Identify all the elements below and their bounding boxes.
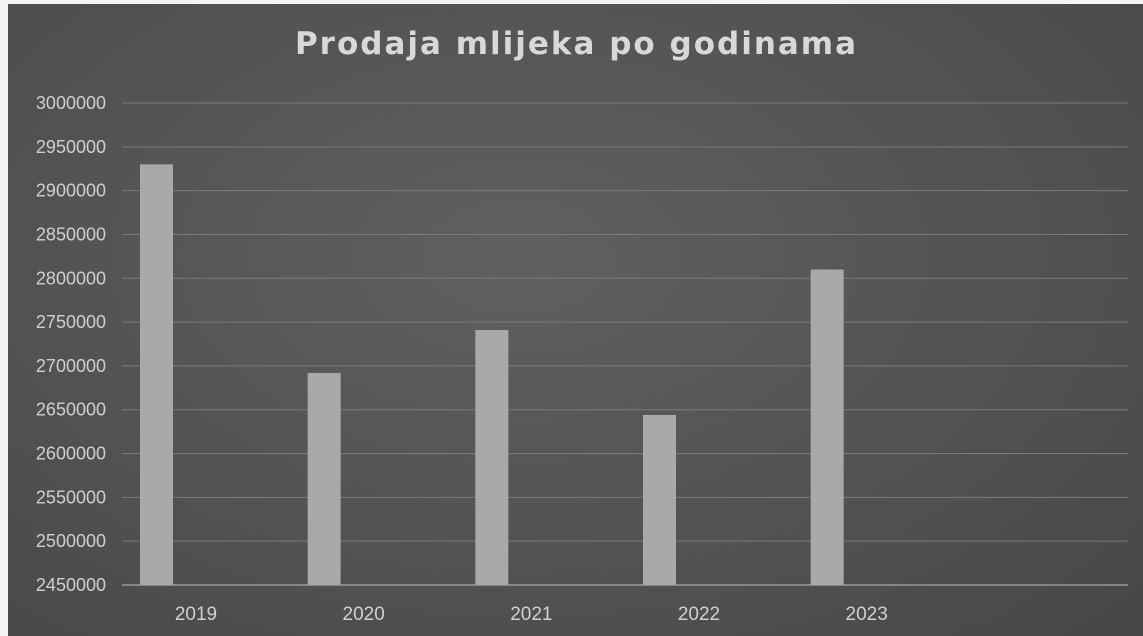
bar-2020 bbox=[307, 372, 341, 585]
chart-area bbox=[8, 4, 1143, 636]
y-tick-label: 2750000 bbox=[36, 312, 106, 332]
gridlines bbox=[122, 102, 1128, 586]
y-tick-label: 2900000 bbox=[36, 181, 106, 201]
y-tick-label: 2650000 bbox=[36, 400, 106, 420]
bar-2021 bbox=[475, 329, 509, 585]
x-tick-label: 2023 bbox=[846, 604, 888, 625]
x-tick-label: 2020 bbox=[343, 604, 385, 625]
x-tick-label: 2019 bbox=[175, 604, 217, 625]
y-tick-label: 2550000 bbox=[36, 487, 106, 507]
bars bbox=[140, 164, 844, 585]
x-axis-ticks: 2019 2020 2021 2022 2023 bbox=[175, 604, 888, 625]
y-tick-label: 2450000 bbox=[36, 575, 106, 595]
chart-title: Prodaja mlijeka po godinama bbox=[294, 26, 859, 62]
y-tick-label: 3000000 bbox=[36, 93, 106, 113]
y-tick-label: 2700000 bbox=[36, 356, 106, 376]
x-tick-label: 2022 bbox=[678, 604, 720, 625]
bar-2019 bbox=[140, 164, 173, 585]
y-axis-ticks: 3000000 2950000 2900000 2850000 2800000 27500… bbox=[36, 93, 106, 595]
y-tick-label: 2800000 bbox=[36, 268, 106, 288]
x-tick-label: 2021 bbox=[510, 604, 552, 625]
y-tick-label: 2600000 bbox=[36, 444, 106, 464]
y-tick-label: 2950000 bbox=[36, 137, 106, 157]
bar-2023 bbox=[810, 269, 844, 585]
bar-2022 bbox=[643, 414, 676, 585]
y-tick-label: 2500000 bbox=[36, 531, 106, 551]
y-tick-label: 2850000 bbox=[36, 224, 106, 244]
